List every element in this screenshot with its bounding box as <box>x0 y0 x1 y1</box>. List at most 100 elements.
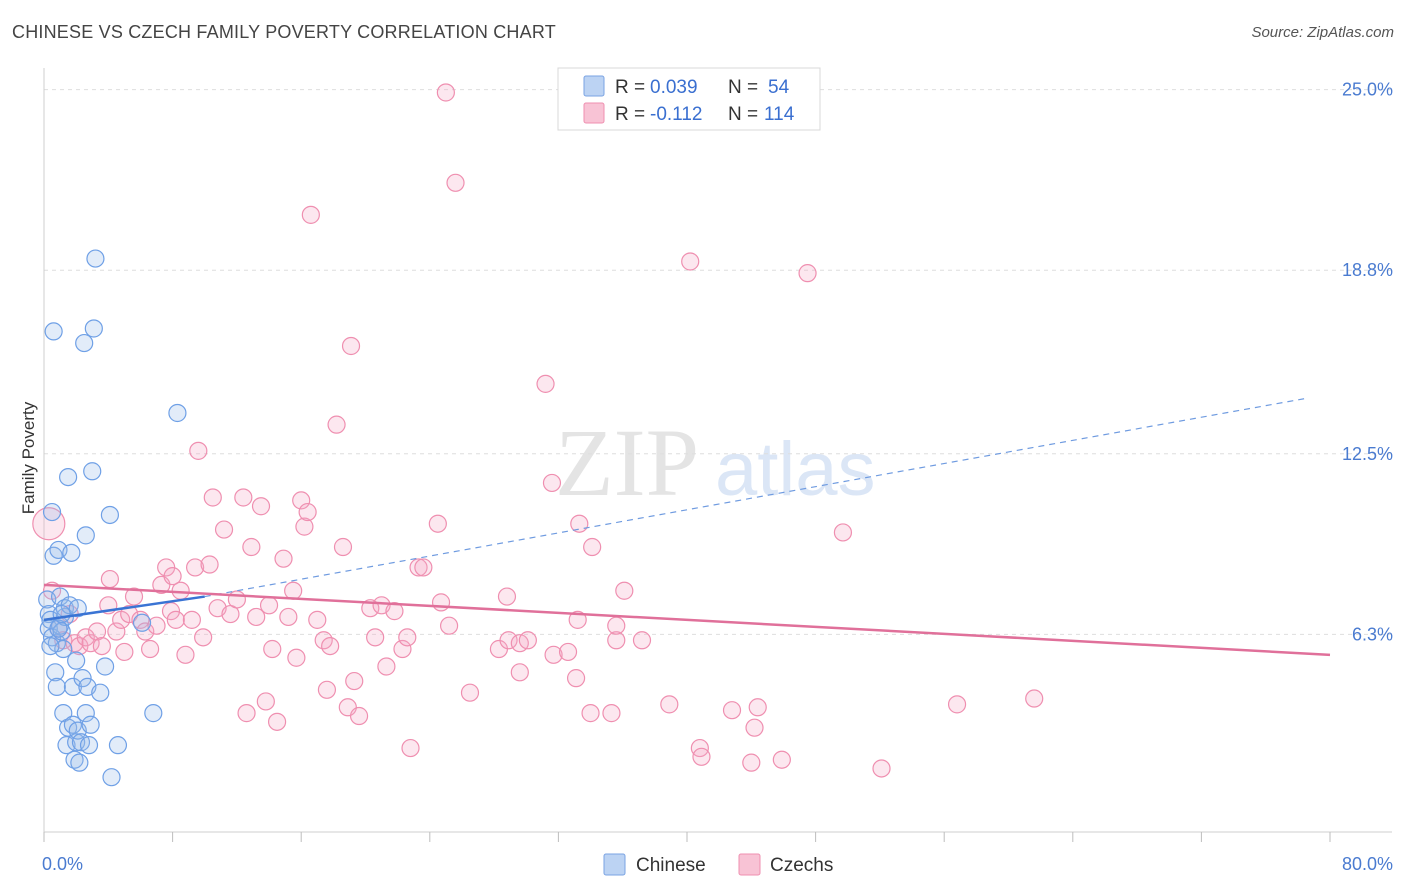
czechs-point-12 <box>100 569 120 589</box>
czechs-point-84 <box>499 631 518 650</box>
czechs-point-78 <box>436 83 455 102</box>
czechs-point-111 <box>798 264 817 283</box>
chinese-point-43 <box>95 657 115 676</box>
trend-lines <box>43 397 1331 657</box>
chinese-point-49 <box>168 403 187 423</box>
czechs-point-90 <box>544 645 563 664</box>
czechs-point-0 <box>32 507 66 541</box>
bottom-legend-swatch-czechs <box>738 853 761 876</box>
chinese-point-35 <box>76 704 95 723</box>
czechs-point-20 <box>140 639 160 659</box>
czechs-point-46 <box>263 639 282 659</box>
bottom-legend-swatch-chinese <box>603 853 626 876</box>
chinese-point-36 <box>76 526 95 545</box>
chinese-point-50 <box>41 636 60 656</box>
legend-r-label-czechs: R = <box>615 104 645 125</box>
czechs-point-69 <box>377 657 396 676</box>
chinese-point-44 <box>100 505 120 525</box>
czechs-point-67 <box>366 628 385 647</box>
czechs-point-7 <box>76 628 95 647</box>
czechs-point-97 <box>602 704 621 723</box>
czechs-point-40 <box>237 704 256 723</box>
chinese-point-9 <box>47 677 66 696</box>
czechs-point-41 <box>242 537 261 557</box>
chinese-points <box>38 249 187 787</box>
chinese-point-31 <box>70 753 89 772</box>
legend-r-label-chinese: R = <box>615 77 645 98</box>
legend-n-label-chinese: N = <box>728 77 758 98</box>
czechs-point-115 <box>1025 689 1044 708</box>
chinese-point-41 <box>86 249 105 268</box>
czechs-point-36 <box>214 520 234 539</box>
czechs-point-38 <box>227 590 246 609</box>
czechs-point-89 <box>542 473 562 493</box>
czechs-point-26 <box>166 610 185 629</box>
x-tick-label-max: 80.0% <box>1342 854 1393 874</box>
chinese-point-33 <box>73 669 92 688</box>
czechs-point-75 <box>414 558 433 577</box>
czechs-point-65 <box>349 706 369 726</box>
chinese-point-46 <box>108 736 128 755</box>
czechs-point-87 <box>518 631 537 650</box>
czechs-point-107 <box>742 753 761 772</box>
czechs-point-18 <box>131 610 150 629</box>
czechs-point-52 <box>292 491 311 510</box>
czechs-point-86 <box>510 663 529 682</box>
czechs-point-103 <box>681 252 700 271</box>
czechs-point-28 <box>176 645 195 664</box>
czechs-point-83 <box>497 587 517 606</box>
bottom-legend-czechs: Czechs <box>770 855 833 876</box>
czechs-point-34 <box>203 488 222 507</box>
chinese-point-7 <box>44 322 63 341</box>
czechs-point-80 <box>446 173 465 192</box>
czechs-point-112 <box>833 523 853 542</box>
chinese-point-25 <box>63 715 83 734</box>
chinese-point-6 <box>44 546 63 565</box>
czechs-point-109 <box>748 698 767 717</box>
czechs-point-58 <box>317 680 337 699</box>
czechs-point-17 <box>124 587 144 606</box>
legend-n-label-czechs: N = <box>728 104 758 125</box>
chinese-point-34 <box>75 333 94 353</box>
czechs-point-99 <box>607 616 626 635</box>
chinese-point-39 <box>83 462 102 481</box>
chart-title: CHINESE VS CZECH FAMILY POVERTY CORRELAT… <box>12 22 556 42</box>
czechs-point-29 <box>182 610 201 629</box>
legend-n-value-czechs: 114 <box>764 104 795 125</box>
czechs-point-71 <box>393 639 412 659</box>
chinese-point-38 <box>79 736 99 755</box>
czechs-point-53 <box>295 517 314 536</box>
bottom-legend-chinese: Chinese <box>636 855 706 876</box>
czechs-point-49 <box>279 607 298 627</box>
czechs-point-105 <box>692 747 711 766</box>
czechs-point-110 <box>772 750 791 769</box>
czechs-point-93 <box>568 610 587 629</box>
legend-n-value-chinese: 54 <box>768 77 790 98</box>
legend-r-value-chinese: 0.039 <box>650 77 698 98</box>
czechs-point-32 <box>194 628 213 647</box>
y-tick-label-0: 6.3% <box>1352 624 1393 644</box>
tick-labels: 6.3% 12.5% 18.8% 25.0% 0.0% 80.0% <box>42 80 1393 874</box>
chinese-point-15 <box>54 704 73 723</box>
chinese-point-48 <box>144 704 163 723</box>
grid-lines <box>44 89 1392 635</box>
chinese-point-5 <box>42 502 62 522</box>
czechs-point-74 <box>409 558 428 577</box>
czechs-point-9 <box>87 622 107 641</box>
czechs-point-48 <box>274 549 293 568</box>
czechs-point-39 <box>234 488 253 507</box>
watermark-zip: ZIP <box>555 409 699 516</box>
source-credit: Source: ZipAtlas.com <box>1251 24 1394 41</box>
y-axis-label: Family Poverty <box>19 401 38 514</box>
czechs-point-63 <box>341 336 361 356</box>
czechs-point-27 <box>171 581 190 600</box>
chinese-point-8 <box>46 663 65 682</box>
czechs-point-8 <box>81 634 100 653</box>
czechs-point-51 <box>287 648 306 667</box>
czechs-point-16 <box>120 604 139 624</box>
y-tick-label-3: 25.0% <box>1342 80 1393 100</box>
czechs-point-47 <box>267 712 287 731</box>
czechs-point-30 <box>186 558 205 577</box>
czechs-point-59 <box>321 636 340 656</box>
chinese-trend-line <box>43 595 205 622</box>
